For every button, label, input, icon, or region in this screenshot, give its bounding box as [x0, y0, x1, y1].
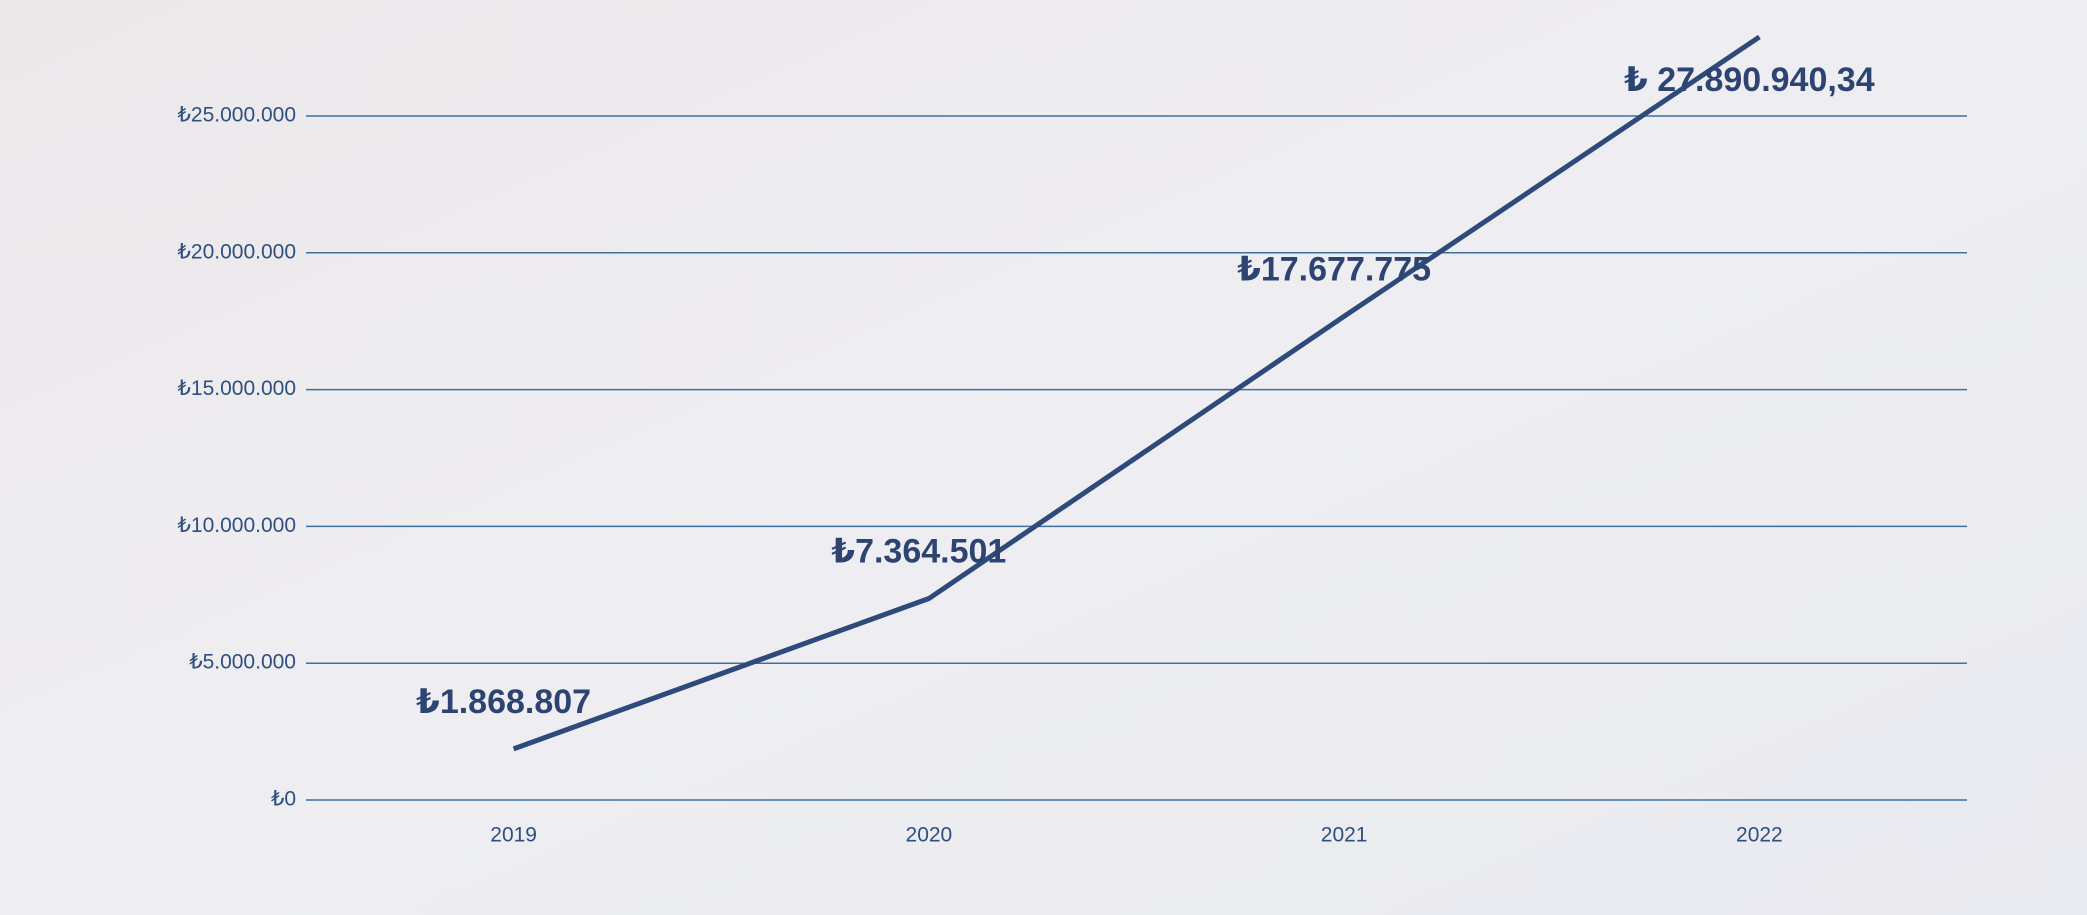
x-tick-label: 2021: [1321, 824, 1368, 847]
data-label: ₺7.364.501: [831, 532, 1006, 570]
y-tick-label: ₺0: [271, 788, 296, 811]
x-tick-label: 2019: [490, 824, 537, 847]
y-tick-label: ₺25.000.000: [178, 104, 296, 127]
data-label: ₺1.868.807: [416, 683, 591, 721]
y-tick-label: ₺20.000.000: [178, 240, 296, 263]
x-tick-label: 2022: [1736, 824, 1783, 847]
data-label: ₺ 27.890.940,34: [1624, 61, 1875, 99]
x-tick-label: 2020: [906, 824, 953, 847]
y-tick-label: ₺15.000.000: [178, 377, 296, 400]
line: [512, 34, 1761, 752]
y-tick-label: ₺5.000.000: [189, 651, 296, 674]
y-tick-label: ₺10.000.000: [178, 514, 296, 537]
data-label: ₺17.677.775: [1237, 250, 1431, 288]
